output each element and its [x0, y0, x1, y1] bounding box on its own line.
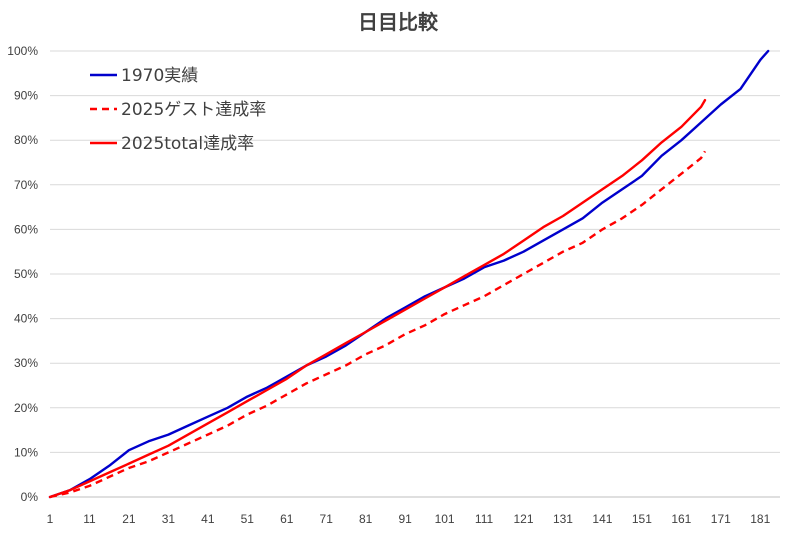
x-tick-label: 171: [711, 512, 731, 526]
x-tick-label: 111: [475, 512, 494, 526]
x-tick-label: 21: [122, 512, 136, 526]
x-tick-label: 1: [47, 512, 54, 526]
x-tick-label: 181: [750, 512, 770, 526]
series-line-3: [48, 98, 707, 499]
x-tick-label: 161: [671, 512, 691, 526]
x-tick-label: 31: [162, 512, 176, 526]
y-tick-label: 80%: [14, 133, 38, 147]
x-tick-label: 41: [201, 512, 215, 526]
x-tick-label: 51: [241, 512, 255, 526]
series-line-1: [48, 49, 770, 499]
x-tick-label: 91: [398, 512, 412, 526]
series-lines: [48, 49, 770, 499]
x-tick-label: 141: [592, 512, 612, 526]
x-tick-label: 151: [632, 512, 652, 526]
legend-label: 2025total達成率: [121, 134, 254, 154]
y-tick-label: 90%: [14, 89, 38, 103]
grid-lines: [50, 50, 780, 498]
x-tick-label: 121: [513, 512, 533, 526]
legend: 1970実績 2025ゲスト達成率 2025total達成率: [90, 66, 266, 154]
y-tick-label: 70%: [14, 178, 38, 192]
y-tick-label: 100%: [7, 44, 38, 58]
x-tick-label: 71: [320, 512, 334, 526]
x-tick-label: 61: [280, 512, 294, 526]
y-tick-label: 0%: [21, 490, 39, 504]
y-tick-label: 40%: [14, 312, 38, 326]
y-tick-label: 60%: [14, 222, 38, 236]
y-tick-label: 30%: [14, 356, 38, 370]
x-tick-label: 11: [83, 512, 96, 526]
y-axis-ticks: 0% 10% 20% 30% 40% 50% 60% 70% 80% 90% 100%: [7, 44, 38, 504]
y-tick-label: 50%: [14, 267, 38, 281]
x-axis-ticks: 1 11 21 31 41 51 61 71 81 91 101 111 121 131 141 151 161…: [47, 512, 771, 526]
y-tick-label: 20%: [14, 401, 38, 415]
x-tick-label: 131: [553, 512, 573, 526]
y-tick-label: 10%: [14, 445, 38, 459]
x-tick-label: 101: [435, 512, 455, 526]
chart-title: 日目比較: [358, 10, 439, 34]
x-tick-label: 81: [359, 512, 373, 526]
legend-label: 1970実績: [121, 66, 198, 86]
legend-label: 2025ゲスト達成率: [121, 100, 266, 120]
